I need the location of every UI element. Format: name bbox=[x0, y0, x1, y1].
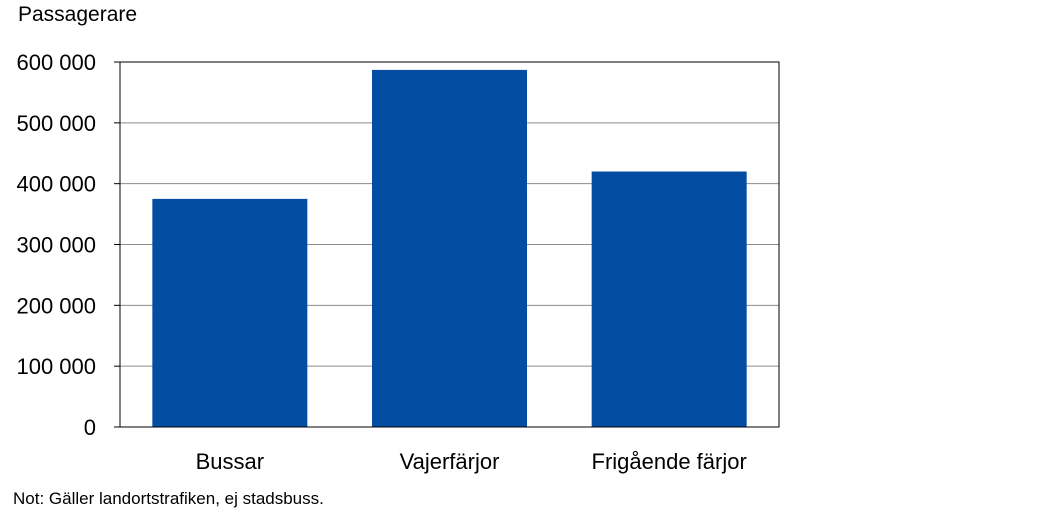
y-tick-label: 0 bbox=[84, 415, 96, 440]
bar-2 bbox=[591, 171, 747, 427]
y-axis-ticks: 0 100 000 200 000 300 000 400 000 500 000 600 … bbox=[16, 50, 120, 440]
y-tick-label: 400 000 bbox=[16, 172, 96, 197]
bar-0 bbox=[152, 198, 308, 427]
x-tick-label: Vajerfärjor bbox=[400, 449, 500, 474]
y-tick-label: 100 000 bbox=[16, 354, 96, 379]
bars bbox=[152, 69, 747, 428]
y-tick-label: 200 000 bbox=[16, 293, 96, 318]
y-tick-label: 600 000 bbox=[16, 50, 96, 75]
x-tick-label: Bussar bbox=[196, 449, 264, 474]
y-tick-label: 300 000 bbox=[16, 233, 96, 258]
x-axis-ticks: Bussar Vajerfärjor Frigående färjor bbox=[196, 449, 747, 474]
y-axis-label: Passagerare bbox=[18, 3, 137, 26]
bar-1 bbox=[372, 69, 527, 428]
chart-note: Not: Gäller landortstrafiken, ej stadsbu… bbox=[13, 489, 324, 508]
x-tick-label: Frigående färjor bbox=[592, 449, 747, 474]
y-tick-label: 500 000 bbox=[16, 111, 96, 136]
